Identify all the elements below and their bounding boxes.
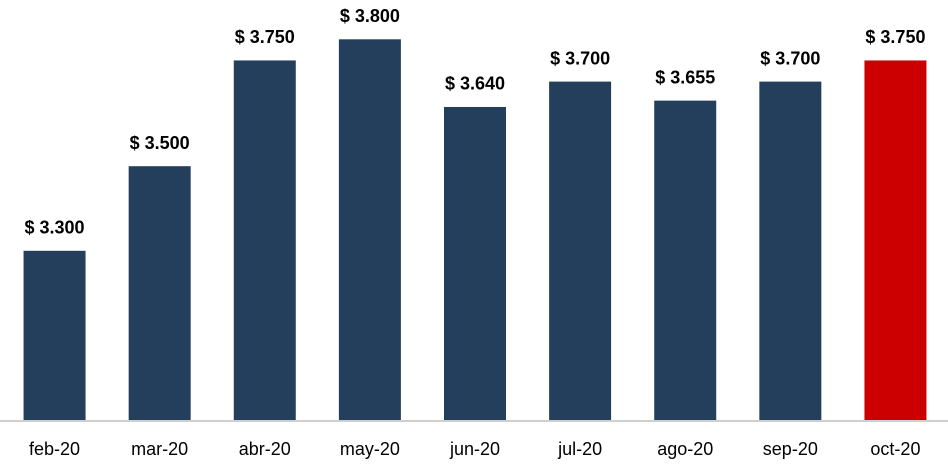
x-tick-label: jul-20	[557, 439, 602, 459]
x-tick-label: may-20	[340, 439, 400, 459]
x-tick-label: abr-20	[239, 439, 291, 459]
value-label: $ 3.640	[445, 74, 505, 94]
x-tick-label: sep-20	[763, 439, 818, 459]
value-label: $ 3.750	[235, 27, 295, 47]
x-tick-label: ago-20	[657, 439, 713, 459]
bar	[654, 100, 717, 420]
bar	[549, 81, 612, 420]
value-label: $ 3.700	[550, 48, 610, 68]
x-tick-label: mar-20	[131, 439, 188, 459]
x-tick-label: oct-20	[870, 439, 920, 459]
value-label: $ 3.655	[655, 67, 715, 87]
value-label: $ 3.800	[340, 6, 400, 26]
bar	[338, 39, 401, 421]
x-tick-label: jun-20	[449, 439, 500, 459]
bar	[128, 166, 191, 420]
bar	[864, 60, 927, 420]
bar	[444, 106, 506, 420]
bar	[759, 81, 822, 420]
value-label: $ 3.300	[25, 218, 85, 238]
value-label: $ 3.700	[760, 48, 820, 68]
value-label: $ 3.750	[865, 27, 925, 47]
bar	[233, 60, 296, 420]
bar	[23, 250, 86, 420]
value-label: $ 3.500	[130, 133, 190, 153]
x-tick-label: feb-20	[29, 439, 80, 459]
